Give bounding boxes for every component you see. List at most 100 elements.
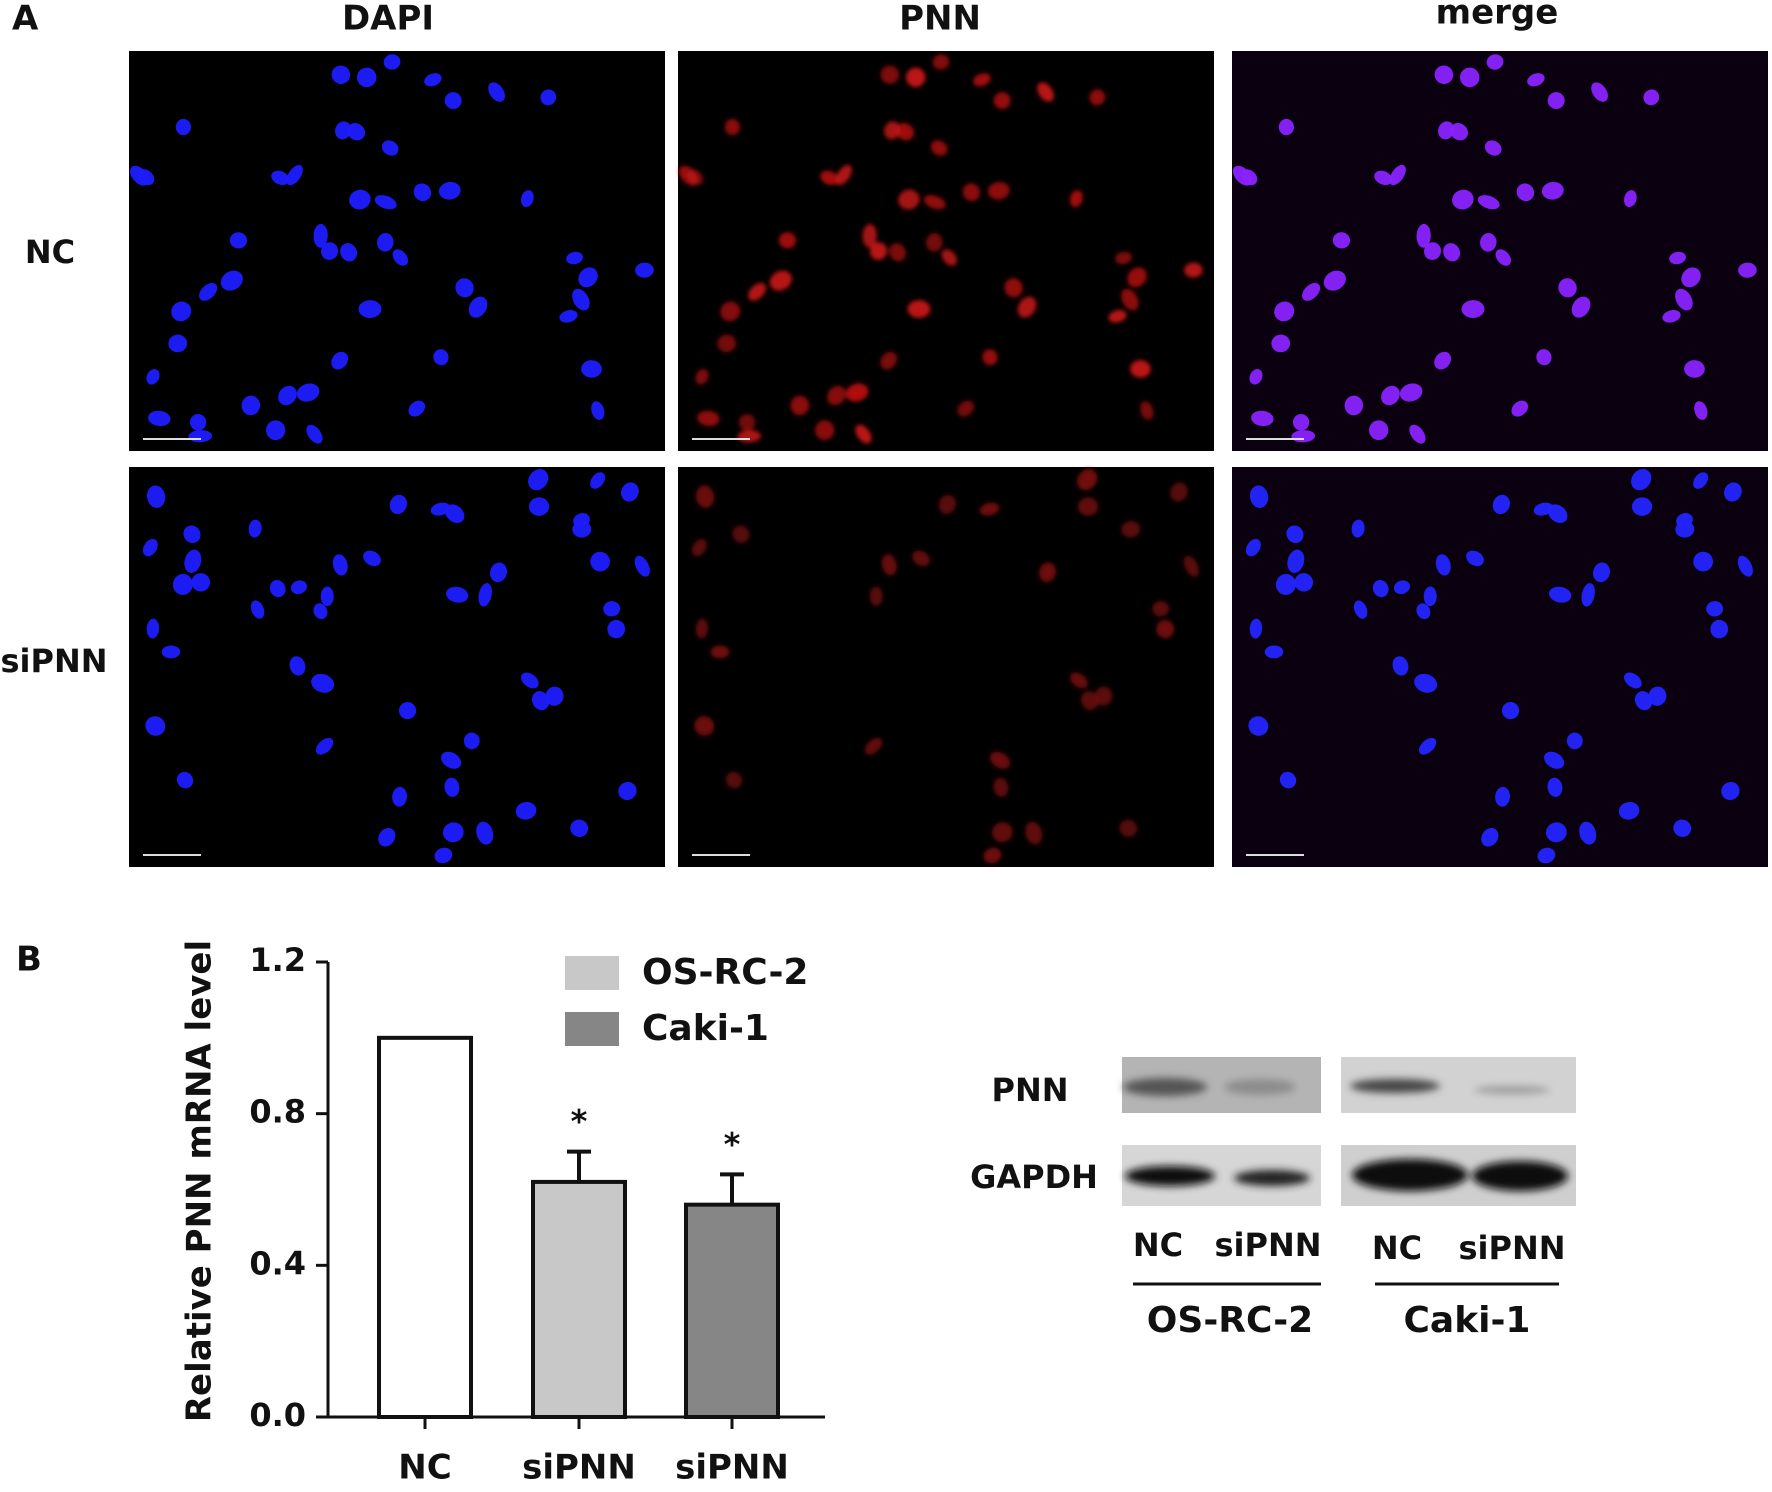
nucleus bbox=[313, 603, 328, 620]
nucleus bbox=[932, 54, 950, 70]
nucleus bbox=[363, 550, 381, 567]
nucleus bbox=[286, 164, 303, 186]
nucleus bbox=[161, 645, 181, 659]
nucleus bbox=[1438, 121, 1455, 140]
cells bbox=[1232, 54, 1757, 444]
nucleus bbox=[827, 385, 846, 406]
nucleus bbox=[168, 334, 188, 353]
nucleus bbox=[1369, 420, 1389, 441]
panel-label: A bbox=[12, 0, 39, 39]
cells bbox=[1245, 468, 1753, 864]
nucleus bbox=[1694, 401, 1708, 420]
nucleus bbox=[398, 702, 417, 720]
nucleus bbox=[1684, 360, 1705, 378]
nucleus bbox=[869, 586, 883, 607]
nucleus bbox=[183, 525, 201, 544]
nucleus bbox=[1025, 821, 1043, 845]
cells bbox=[129, 54, 654, 444]
nucleus bbox=[1004, 278, 1023, 298]
nucleus bbox=[311, 673, 335, 693]
nucleus bbox=[1452, 189, 1474, 210]
nucleus bbox=[1423, 242, 1442, 260]
nucleus bbox=[845, 383, 869, 402]
nucleus bbox=[1278, 118, 1294, 136]
band bbox=[1234, 1170, 1310, 1186]
nucleus bbox=[1414, 673, 1438, 693]
nucleus bbox=[1245, 538, 1261, 557]
nucleus bbox=[983, 847, 1002, 864]
nucleus bbox=[1693, 551, 1714, 572]
nucleus bbox=[347, 123, 366, 141]
bar bbox=[377, 1035, 473, 1420]
nucleus bbox=[1434, 351, 1452, 370]
band bbox=[1472, 1161, 1568, 1191]
x-tick-label: siPNN bbox=[522, 1448, 636, 1488]
nucleus bbox=[732, 525, 750, 544]
nucleus bbox=[1418, 737, 1437, 755]
nucleus bbox=[1271, 334, 1291, 353]
nucleus bbox=[591, 401, 605, 420]
nucleus bbox=[926, 233, 943, 252]
nucleus bbox=[1566, 732, 1583, 750]
nucleus bbox=[1393, 580, 1410, 595]
nucleus bbox=[607, 619, 626, 639]
nucleus bbox=[377, 233, 394, 252]
nucleus bbox=[1416, 223, 1431, 248]
nucleus bbox=[820, 170, 839, 186]
nucleus bbox=[1558, 278, 1577, 298]
nucleus bbox=[695, 485, 715, 508]
cells bbox=[142, 468, 650, 864]
nucleus bbox=[271, 170, 290, 186]
nucleus bbox=[528, 468, 549, 491]
nucleus bbox=[930, 140, 948, 156]
lane-label: NC bbox=[1133, 1226, 1183, 1264]
nucleus bbox=[982, 349, 998, 366]
nucleus bbox=[189, 414, 207, 431]
nucleus bbox=[1089, 89, 1106, 106]
nucleus bbox=[1249, 369, 1263, 385]
nucleus bbox=[1077, 497, 1099, 516]
nucleus bbox=[320, 242, 339, 260]
nucleus bbox=[1372, 579, 1389, 598]
nucleus bbox=[220, 270, 243, 291]
nucleus bbox=[1323, 270, 1346, 291]
nucleus bbox=[266, 420, 286, 441]
nucleus bbox=[1495, 786, 1511, 807]
nucleus bbox=[1381, 385, 1400, 406]
nucleus bbox=[1080, 691, 1099, 711]
nucleus bbox=[578, 267, 598, 288]
nucleus bbox=[313, 223, 328, 248]
nucleus bbox=[835, 164, 852, 186]
nucleus bbox=[374, 195, 397, 210]
nucleus bbox=[957, 400, 975, 417]
band bbox=[1123, 1078, 1207, 1096]
nucleus bbox=[1480, 233, 1497, 252]
nucleus bbox=[515, 801, 537, 820]
nucleus bbox=[993, 92, 1011, 110]
nucleus bbox=[1693, 472, 1709, 489]
nucleus bbox=[581, 360, 602, 378]
band bbox=[1350, 1079, 1440, 1093]
nucleus bbox=[1077, 468, 1098, 491]
nucleus bbox=[570, 819, 589, 837]
nucleus bbox=[1547, 92, 1565, 110]
nucleus bbox=[1152, 601, 1170, 617]
nucleus bbox=[184, 549, 202, 573]
nucleus bbox=[694, 716, 715, 736]
nucleus bbox=[881, 554, 897, 576]
nucleus bbox=[1423, 586, 1437, 607]
nucleus bbox=[1537, 847, 1556, 864]
nucleus bbox=[1548, 586, 1572, 603]
lane-label: NC bbox=[1372, 1229, 1422, 1267]
nucleus bbox=[1486, 54, 1504, 70]
nucleus bbox=[199, 282, 218, 301]
nucleus bbox=[1389, 164, 1406, 186]
nucleus bbox=[1294, 573, 1314, 592]
nucleus bbox=[880, 65, 900, 84]
nucleus bbox=[1037, 82, 1054, 102]
nucleus bbox=[1536, 349, 1552, 366]
nucleus bbox=[463, 732, 480, 750]
nucleus bbox=[572, 520, 592, 538]
nucleus bbox=[175, 118, 191, 136]
nucleus bbox=[340, 243, 358, 262]
